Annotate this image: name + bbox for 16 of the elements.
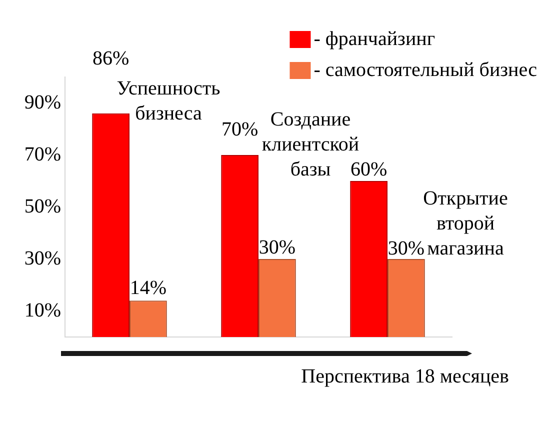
y-tick-label: 70% <box>24 143 61 166</box>
y-tick-label: 90% <box>24 91 61 114</box>
data-label: 60% <box>350 158 388 180</box>
x-axis-title: Перспектива 18 месяцев <box>301 365 509 388</box>
annotation: Открытие второй магазина <box>423 187 508 260</box>
y-tick-label: 10% <box>24 299 61 322</box>
legend-label: - франчайзинг <box>314 28 436 50</box>
data-label: 14% <box>130 276 167 299</box>
data-label: 30% <box>388 237 425 260</box>
data-label: 70% <box>221 118 258 140</box>
annotation: Успешность бизнеса <box>116 78 220 125</box>
y-tick-label: 50% <box>24 195 61 218</box>
y-tick-label: 30% <box>24 247 61 270</box>
data-label: 86% <box>92 48 130 70</box>
legend-label: - самостоятельный бизнес <box>314 58 538 81</box>
data-label: 30% <box>258 236 296 258</box>
